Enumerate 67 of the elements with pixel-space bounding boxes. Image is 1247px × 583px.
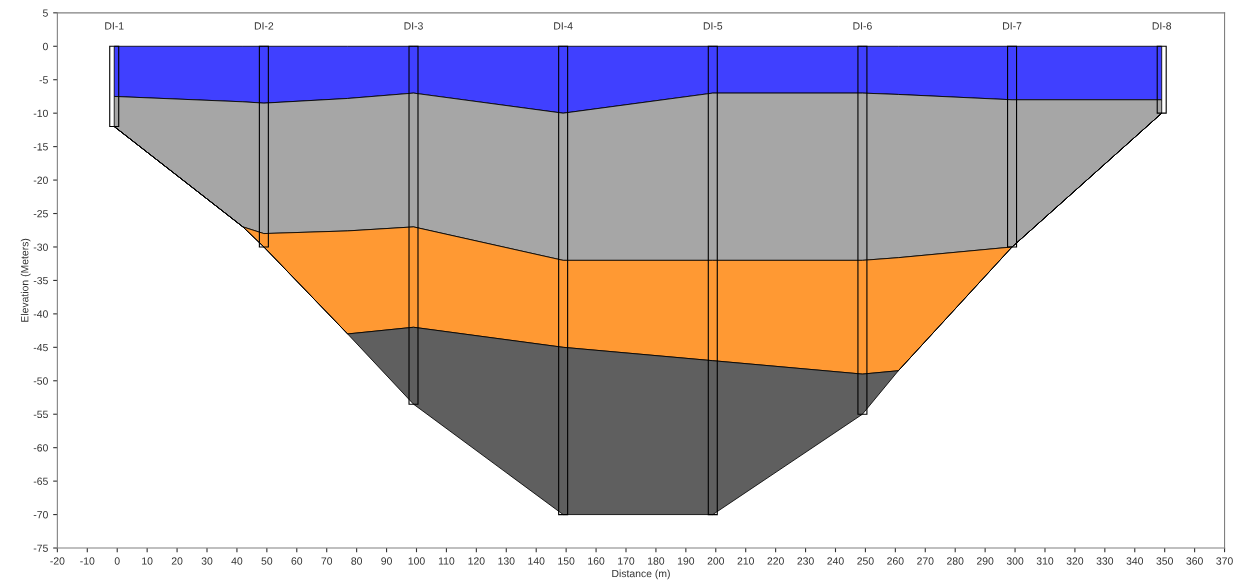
y-tick-label: -20 xyxy=(33,176,48,184)
y-tick-label: 0 xyxy=(42,42,48,51)
y-tick-label: -15 xyxy=(33,143,48,151)
x-tick-label: 270 xyxy=(917,557,934,565)
x-tick-label: 50 xyxy=(261,557,273,565)
y-axis-title: Elevation (Meters) xyxy=(20,238,31,322)
annotation: DI-2 xyxy=(254,22,274,30)
x-tick-label: 90 xyxy=(381,557,392,565)
y-tick-label: -65 xyxy=(33,477,48,485)
x-axis-title: Distance (m) xyxy=(612,569,670,580)
x-tick-label: 30 xyxy=(201,557,213,565)
x-tick-label: 320 xyxy=(1066,557,1084,565)
y-tick-label: -75 xyxy=(33,544,48,552)
x-tick-label: 20 xyxy=(171,557,183,565)
x-tick-label: 260 xyxy=(887,557,904,565)
x-tick-label: 330 xyxy=(1096,557,1114,565)
x-tick-label: 370 xyxy=(1216,557,1233,565)
x-tick-label: 170 xyxy=(618,557,635,565)
x-tick-label: 0 xyxy=(114,557,120,565)
x-tick-label: 10 xyxy=(142,557,153,565)
x-tick-label: 300 xyxy=(1006,557,1024,565)
y-tick-label: -5 xyxy=(39,76,48,84)
y-tick-label: -70 xyxy=(33,511,48,519)
x-tick-label: 240 xyxy=(827,557,844,565)
x-tick-label: 120 xyxy=(468,557,485,565)
x-tick-label: 150 xyxy=(558,557,575,565)
annotation: DI-7 xyxy=(1003,22,1022,30)
x-tick-label: 130 xyxy=(498,557,515,565)
x-tick-label: 340 xyxy=(1126,557,1144,565)
annotation: DI-4 xyxy=(554,22,573,30)
x-tick-label: 190 xyxy=(677,557,695,565)
y-tick-label: -40 xyxy=(33,310,48,318)
x-tick-label: 160 xyxy=(588,557,605,565)
y-tick-label: -25 xyxy=(33,210,48,218)
x-tick-label: 250 xyxy=(857,557,874,565)
annotation: DI-1 xyxy=(105,22,124,30)
annotation: DI-5 xyxy=(703,22,723,30)
y-tick-label: 5 xyxy=(42,9,48,17)
x-tick-label: 100 xyxy=(408,557,425,565)
x-tick-label: 80 xyxy=(351,557,363,565)
x-tick-label: 350 xyxy=(1156,557,1173,565)
x-tick-label: 110 xyxy=(438,557,455,565)
x-tick-label: 210 xyxy=(737,557,754,565)
y-tick-label: -30 xyxy=(33,243,48,251)
x-tick-label: 220 xyxy=(767,557,784,565)
y-tick-label: -10 xyxy=(33,109,48,118)
x-tick-label: 290 xyxy=(976,557,994,565)
x-tick-label: 230 xyxy=(797,557,814,565)
x-tick-label: 200 xyxy=(707,557,725,565)
x-tick-label: -10 xyxy=(80,557,95,565)
x-tick-label: 70 xyxy=(321,557,333,565)
x-tick-label: 40 xyxy=(231,557,243,565)
x-tick-label: 280 xyxy=(947,557,964,565)
y-tick-label: -35 xyxy=(33,276,48,285)
annotation: DI-8 xyxy=(1152,22,1172,30)
annotation: DI-6 xyxy=(853,22,872,30)
x-tick-label: 180 xyxy=(648,557,665,565)
x-tick-label: 60 xyxy=(291,557,303,565)
x-tick-label: 140 xyxy=(528,557,545,565)
x-tick-label: -20 xyxy=(50,557,65,565)
x-tick-label: 310 xyxy=(1036,557,1054,565)
y-tick-label: -50 xyxy=(33,377,48,385)
annotation: DI-3 xyxy=(404,22,423,30)
y-tick-label: -60 xyxy=(33,444,48,452)
x-tick-label: 360 xyxy=(1186,557,1203,565)
y-tick-label: -55 xyxy=(33,410,48,419)
y-tick-label: -45 xyxy=(33,343,48,352)
